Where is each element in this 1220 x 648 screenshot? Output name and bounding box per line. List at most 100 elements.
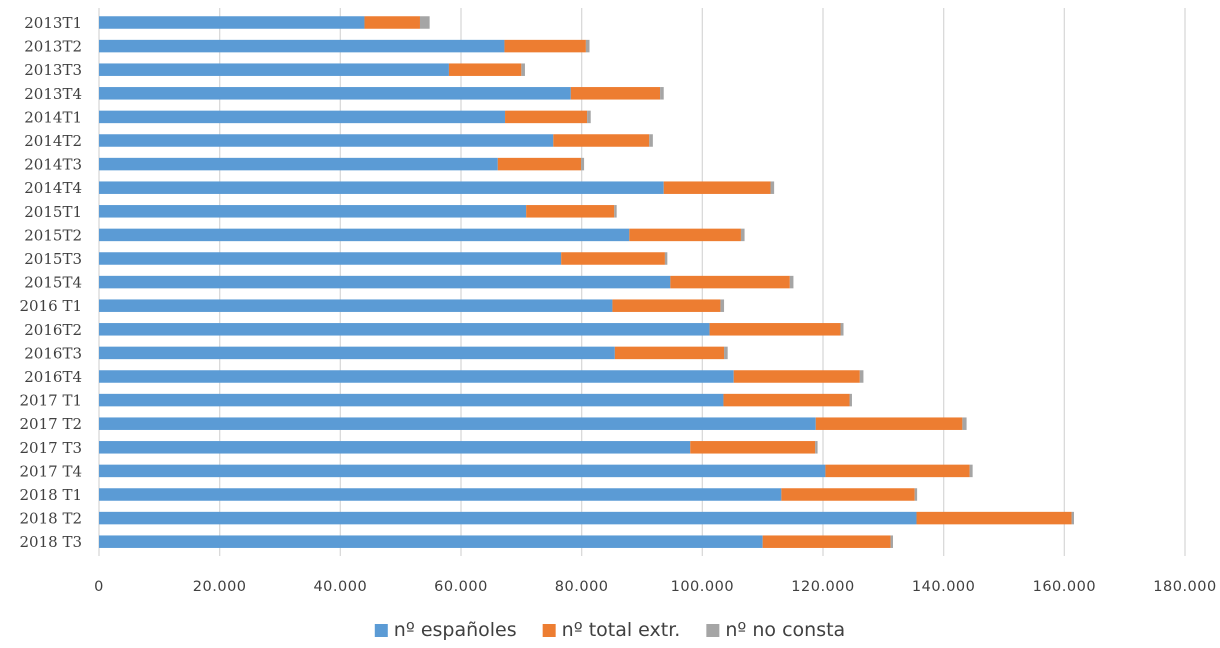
- bar-segment: [890, 535, 893, 548]
- bar-segment: [99, 299, 613, 312]
- category-label: 2014T4: [24, 179, 82, 197]
- category-label: 2016T4: [24, 368, 82, 386]
- bar-segment: [781, 488, 915, 501]
- bar-segment: [99, 488, 782, 501]
- bar-segment: [587, 110, 591, 124]
- bar-segment: [448, 63, 522, 76]
- bar-segment: [570, 87, 661, 100]
- legend-swatch: [542, 624, 556, 637]
- category-label: 2015T2: [24, 226, 82, 244]
- bar-segment: [99, 63, 449, 76]
- bar-segment: [99, 464, 826, 478]
- bar-segment: [840, 323, 844, 336]
- category-label: 2014T1: [24, 108, 82, 126]
- bar-segment: [614, 346, 725, 360]
- bar-segment: [670, 275, 790, 289]
- bar-segment: [99, 134, 554, 147]
- bar-segment: [99, 393, 724, 407]
- bar-segment: [629, 228, 741, 242]
- bar-segment: [789, 275, 794, 289]
- category-label: 2016 T1: [20, 297, 83, 315]
- x-tick-label: 0: [94, 579, 104, 595]
- bar-segment: [99, 441, 691, 454]
- category-label: 2013T3: [24, 61, 82, 79]
- category-label: 2018 T1: [20, 486, 83, 504]
- category-label: 2015T4: [24, 274, 82, 292]
- category-label: 2015T3: [24, 250, 82, 268]
- category-label: 2014T2: [24, 132, 82, 150]
- bar-segment: [99, 228, 630, 242]
- category-label: 2013T2: [24, 38, 82, 56]
- bar-segment: [914, 488, 918, 501]
- category-label: 2018 T3: [20, 533, 83, 551]
- bar-segment: [660, 87, 664, 100]
- bar-segment: [504, 39, 586, 53]
- x-tick-label: 60.000: [434, 579, 488, 595]
- x-tick-label: 120.000: [791, 579, 854, 595]
- legend-swatch: [706, 624, 720, 637]
- bar-segment: [99, 87, 571, 100]
- bar-segment: [99, 181, 664, 194]
- legend-label: nº españoles: [394, 619, 517, 641]
- bar-segment: [99, 535, 763, 548]
- bar-segment: [740, 228, 745, 242]
- bar-segment: [723, 393, 850, 407]
- x-tick-label: 180.000: [1153, 579, 1216, 595]
- bar-segment: [497, 157, 582, 171]
- category-label: 2017 T3: [20, 439, 83, 457]
- bar-segment: [581, 157, 585, 171]
- category-labels: 2013T1 2013T2 2013T3 2013T4 2014T1 2014T2 2014…: [20, 14, 83, 551]
- bar-segment: [825, 464, 970, 478]
- bar-segment: [709, 323, 841, 336]
- legend: nº españoles nº total extr. nº no consta: [374, 619, 845, 641]
- bar-segment: [724, 346, 728, 360]
- bar-segment: [505, 110, 588, 124]
- category-label: 2016T2: [24, 321, 82, 339]
- x-tick-labels: 0 20.000 40.000 60.000 80.000 100.000 120.000 1…: [94, 579, 1216, 595]
- category-label: 2016T3: [24, 344, 82, 362]
- bar-segment: [1071, 511, 1074, 525]
- bar-segment: [815, 417, 963, 430]
- bar-segment: [419, 16, 430, 29]
- bar-segment: [553, 134, 650, 147]
- bars: [99, 16, 1074, 548]
- bar-segment: [99, 205, 527, 218]
- bar-segment: [364, 16, 420, 29]
- bar-segment: [99, 346, 615, 360]
- bar-segment: [770, 181, 775, 194]
- bar-segment: [762, 535, 891, 548]
- bar-segment: [99, 417, 816, 430]
- category-label: 2018 T2: [20, 510, 83, 528]
- bar-segment: [526, 205, 615, 218]
- bar-segment: [815, 441, 818, 454]
- bar-segment: [612, 299, 721, 312]
- bar-segment: [99, 275, 671, 289]
- bar-segment: [733, 370, 860, 383]
- bar-segment: [585, 39, 590, 53]
- category-label: 2015T1: [24, 203, 82, 221]
- bar-segment: [561, 252, 665, 265]
- bar-segment: [99, 252, 562, 265]
- bar-segment: [663, 181, 771, 194]
- bar-segment: [99, 39, 505, 53]
- bar-segment: [99, 511, 917, 525]
- x-tick-label: 160.000: [1033, 579, 1096, 595]
- bar-segment: [690, 441, 816, 454]
- x-tick-label: 100.000: [671, 579, 734, 595]
- category-label: 2013T1: [24, 14, 82, 32]
- category-label: 2017 T4: [20, 462, 83, 480]
- category-label: 2013T4: [24, 85, 82, 103]
- bar-segment: [962, 417, 967, 430]
- bar-segment: [99, 157, 498, 171]
- bar-segment: [521, 63, 525, 76]
- legend-label: nº total extr.: [562, 619, 681, 641]
- x-tick-label: 40.000: [313, 579, 367, 595]
- x-tick-label: 80.000: [555, 579, 609, 595]
- bar-segment: [664, 252, 668, 265]
- x-tick-label: 20.000: [193, 579, 247, 595]
- bar-segment: [969, 464, 973, 478]
- bar-segment: [720, 299, 725, 312]
- bar-segment: [99, 370, 734, 383]
- category-label: 2017 T1: [20, 392, 83, 410]
